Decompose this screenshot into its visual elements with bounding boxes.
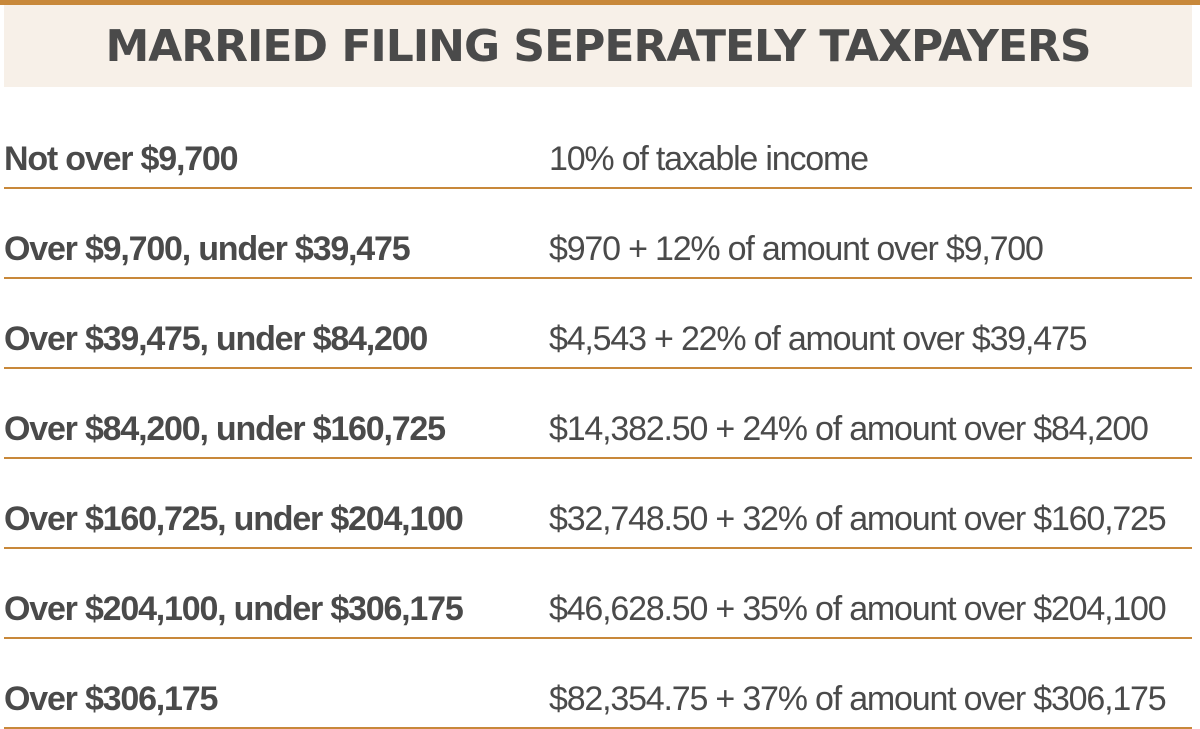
tax-rate: $970 + 12% of amount over $9,700 xyxy=(549,230,1044,268)
bracket-range: Over $204,100, under $306,175 xyxy=(4,590,464,628)
bracket-range: Over $306,175 xyxy=(4,680,218,718)
table-row: Over $204,100, under $306,175 $46,628.50… xyxy=(4,550,1192,639)
tax-rate: $82,354.75 + 37% of amount over $306,175 xyxy=(549,680,1167,718)
table-row: Over $9,700, under $39,475 $970 + 12% of… xyxy=(4,190,1192,279)
top-accent-rule xyxy=(0,0,1200,5)
table-row: Over $306,175 $82,354.75 + 37% of amount… xyxy=(4,640,1192,729)
page-title: MARRIED FILING SEPERATELY TAXPAYERS xyxy=(105,20,1091,72)
tax-rate: $14,382.50 + 24% of amount over $84,200 xyxy=(549,410,1149,448)
bracket-range: Over $39,475, under $84,200 xyxy=(4,320,428,358)
bracket-range: Over $9,700, under $39,475 xyxy=(4,230,411,268)
bracket-range: Over $84,200, under $160,725 xyxy=(4,410,446,448)
tax-rate: $4,543 + 22% of amount over $39,475 xyxy=(549,320,1088,358)
title-band: MARRIED FILING SEPERATELY TAXPAYERS xyxy=(4,5,1192,87)
table-row: Not over $9,700 10% of taxable income xyxy=(4,100,1192,189)
tax-rate: $32,748.50 + 32% of amount over $160,725 xyxy=(549,500,1167,538)
tax-rate: 10% of taxable income xyxy=(549,140,869,178)
table-row: Over $160,725, under $204,100 $32,748.50… xyxy=(4,460,1192,549)
tax-bracket-table: Not over $9,700 10% of taxable income Ov… xyxy=(4,100,1192,729)
bracket-range: Over $160,725, under $204,100 xyxy=(4,500,464,538)
table-row: Over $84,200, under $160,725 $14,382.50 … xyxy=(4,370,1192,459)
tax-rate: $46,628.50 + 35% of amount over $204,100 xyxy=(549,590,1167,628)
bracket-range: Not over $9,700 xyxy=(4,140,239,178)
table-row: Over $39,475, under $84,200 $4,543 + 22%… xyxy=(4,280,1192,369)
